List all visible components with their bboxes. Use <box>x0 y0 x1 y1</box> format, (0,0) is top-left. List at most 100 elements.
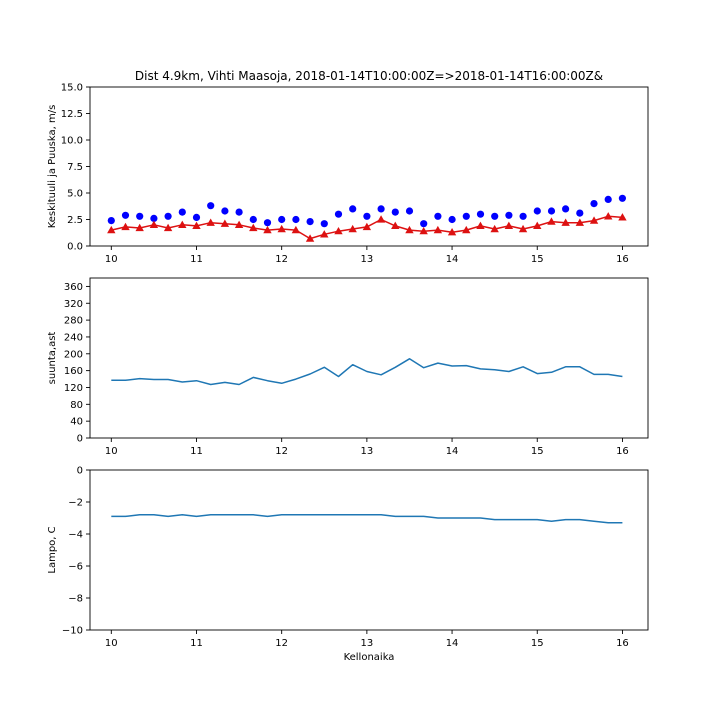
panel-1-series-1-point <box>207 202 215 210</box>
y-tick-label: 2.5 <box>67 215 83 226</box>
x-tick-label: 12 <box>275 254 288 265</box>
panel-1-series-1-point <box>491 212 499 220</box>
x-tick-label: 15 <box>531 638 544 649</box>
panel-1-series-2-point <box>348 224 357 233</box>
panel-1-series-2-point <box>533 221 542 230</box>
panel-1-series-1-point <box>107 217 115 225</box>
panel-1-series-1-point <box>590 200 598 208</box>
panel-1-series-1-point <box>249 215 257 224</box>
panel-3-series-1-line <box>111 514 623 524</box>
y-axis-label: suunta,ast <box>47 332 58 385</box>
y-tick-label: 0.0 <box>67 242 83 253</box>
x-tick-label: 13 <box>361 446 374 457</box>
y-tick-label: 7.5 <box>67 162 83 173</box>
x-tick-label: 16 <box>616 446 629 457</box>
panel-1-series-2-point <box>135 223 144 232</box>
x-tick-label: 11 <box>190 254 203 265</box>
panel-1-series-1-point <box>547 207 556 215</box>
panel-1-series-1-point <box>221 207 229 215</box>
x-tick-label: 15 <box>531 254 544 265</box>
panel-1-series-1-point <box>136 212 144 220</box>
x-tick-label: 14 <box>446 254 459 265</box>
panel-1-series-1-point <box>377 205 385 213</box>
panel-2-frame <box>89 277 649 439</box>
panel-1-series-2-point <box>490 224 499 233</box>
panel-1-series-2-point <box>447 228 457 236</box>
panel-1-series-2-point <box>604 212 613 220</box>
panel-1-series-1-point <box>235 208 243 216</box>
x-tick-label: 11 <box>190 638 203 649</box>
y-axis-label: Keskituuli ja Puuska, m/s <box>47 105 58 229</box>
panels: 10 11 12 13 14 15 160.02.55.07.510.012.515.0Ke… <box>47 83 649 663</box>
y-tick-label: 15.0 <box>61 83 83 94</box>
panel-1-series-2-point <box>149 220 159 228</box>
x-tick-label: 10 <box>105 446 118 457</box>
panel-1-series-2-point <box>575 218 585 226</box>
y-tick-label: −4 <box>68 530 83 541</box>
panel-1-series-2-point <box>178 220 187 228</box>
panel-1-series-2-point <box>291 225 301 234</box>
y-tick-label: 120 <box>64 383 83 394</box>
panel-1-series-2-point <box>305 234 315 242</box>
y-tick-label: −10 <box>62 626 83 637</box>
panel-1-series-1-point <box>448 215 456 224</box>
y-tick-label: −8 <box>68 594 83 605</box>
panel-1-series-1-point <box>420 220 428 228</box>
panel-1-series-2-point <box>376 215 386 223</box>
x-tick-label: 16 <box>616 254 629 265</box>
y-tick-label: 360 <box>64 282 83 293</box>
y-tick-label: 0 <box>77 466 83 477</box>
y-tick-label: 280 <box>64 316 83 327</box>
y-tick-label: 160 <box>64 366 83 377</box>
panel-1-series-1-point <box>391 208 399 216</box>
panel-1-series-2-point <box>163 223 173 232</box>
x-tick-label: 12 <box>275 446 288 457</box>
y-tick-label: 40 <box>70 417 83 428</box>
panel-1-series-1-point <box>363 212 371 220</box>
y-tick-label: 5.0 <box>67 189 83 200</box>
panel-1-series-1-point <box>292 215 300 224</box>
panel-1-series-1-point <box>306 218 314 226</box>
panel-1-series-2-point <box>249 223 258 232</box>
panel-1-series-1-point <box>533 207 541 215</box>
panel-1-series-2-point <box>589 216 599 224</box>
panel-1-series-1-point <box>121 211 130 219</box>
y-tick-label: 10.0 <box>61 136 83 147</box>
panel-1-series-2-point <box>618 213 627 221</box>
x-tick-label: 11 <box>190 446 203 457</box>
panel-1-series-2-point <box>518 224 528 233</box>
panel-1-series-1-point <box>405 207 414 215</box>
panel-1-series-2-point <box>334 226 343 235</box>
panel-1-series-2-point <box>192 221 201 230</box>
panel-1-series-2-point <box>206 218 215 226</box>
panel-1-series-1-point <box>476 210 485 218</box>
x-tick-label: 10 <box>105 638 118 649</box>
panel-1-series-2-point <box>263 225 272 234</box>
panel-1-series-2-point <box>433 225 443 234</box>
panel-1-series-1-point <box>462 212 470 220</box>
panel-1-series-2-point <box>362 222 372 231</box>
x-tick-label: 13 <box>361 254 374 265</box>
panel-1-series-1-point <box>334 210 343 218</box>
panel-3-frame <box>89 469 649 631</box>
x-tick-label: 10 <box>105 254 118 265</box>
panel-1-series-2-point <box>462 225 471 234</box>
panel-1-series-1-point <box>178 208 186 216</box>
panel-1-series-1-point <box>434 212 442 220</box>
x-tick-label: 13 <box>361 638 374 649</box>
panel-1-series-1-point <box>164 212 172 220</box>
x-axis-label: Kellonaika <box>344 652 395 663</box>
panel-2-series-1-line <box>111 358 623 386</box>
figure-title: Dist 4.9km, Vihti Maasoja, 2018-01-14T10… <box>135 69 603 83</box>
panel-1-series-2-point <box>220 219 230 227</box>
y-tick-label: 320 <box>64 299 83 310</box>
chart-panel-3: 10 11 12 13 14 15 16 −10 −8 −6 −4 −2 0 Lampo, C Kellon… <box>47 466 649 663</box>
x-tick-label: 12 <box>275 638 288 649</box>
panel-1-series-1-point <box>505 211 513 219</box>
panel-1-series-1-point <box>320 220 328 228</box>
panel-1-series-1-point <box>576 209 584 217</box>
panel-1-series-2-point <box>547 217 556 225</box>
x-tick-label: 15 <box>531 446 544 457</box>
panel-1-series-1-point <box>278 215 286 224</box>
chart-panel-1: 10 11 12 13 14 15 16 0.0 2.5 5.0 7.5 10.0 12.5 15.0Ke… <box>47 83 649 265</box>
